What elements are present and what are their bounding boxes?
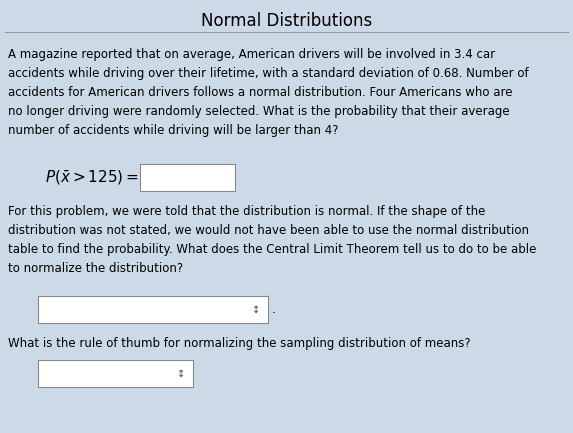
FancyBboxPatch shape [38,296,268,323]
Text: accidents for American drivers follows a normal distribution. Four Americans who: accidents for American drivers follows a… [8,86,512,99]
Text: ↕: ↕ [177,368,185,378]
Text: Normal Distributions: Normal Distributions [201,12,372,30]
Text: accidents while driving over their lifetime, with a standard deviation of 0.68. : accidents while driving over their lifet… [8,67,529,80]
Text: distribution was not stated, we would not have been able to use the normal distr: distribution was not stated, we would no… [8,224,529,237]
Text: .: . [272,303,276,316]
Text: ↕: ↕ [252,304,260,314]
Text: For this problem, we were told that the distribution is normal. If the shape of : For this problem, we were told that the … [8,205,485,218]
Text: table to find the probability. What does the Central Limit Theorem tell us to do: table to find the probability. What does… [8,243,536,256]
Text: number of accidents while driving will be larger than 4?: number of accidents while driving will b… [8,124,339,137]
FancyBboxPatch shape [140,164,235,191]
Text: $P(\bar{x} > 125) =$: $P(\bar{x} > 125) =$ [45,169,139,187]
Text: What is the rule of thumb for normalizing the sampling distribution of means?: What is the rule of thumb for normalizin… [8,337,470,350]
Text: no longer driving were randomly selected. What is the probability that their ave: no longer driving were randomly selected… [8,105,509,118]
FancyBboxPatch shape [38,360,193,387]
Text: A magazine reported that on average, American drivers will be involved in 3.4 ca: A magazine reported that on average, Ame… [8,48,495,61]
Text: to normalize the distribution?: to normalize the distribution? [8,262,183,275]
